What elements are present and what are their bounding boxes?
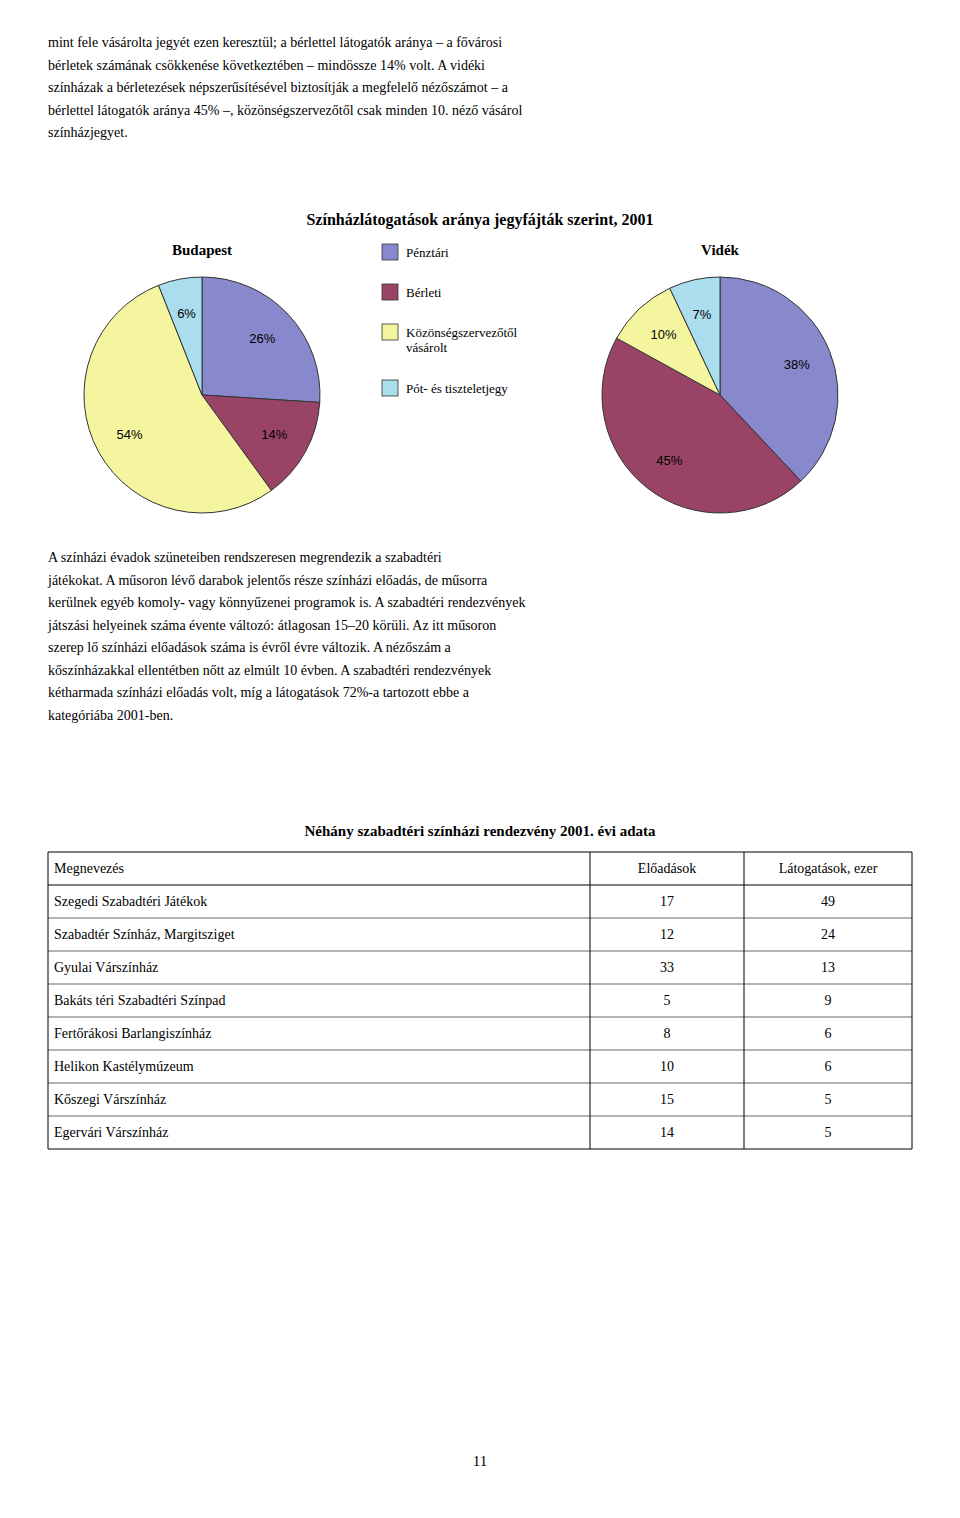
table-rule [744, 852, 745, 1149]
table-rule [48, 852, 912, 853]
pie-title: Vidék [701, 242, 739, 258]
table-cell: 5 [825, 1092, 832, 1107]
paragraph-line: játszási helyeinek száma évente változó:… [47, 618, 496, 633]
table-rule [48, 1017, 912, 1018]
data-labels: 26% 14% 54% 6% [117, 306, 288, 442]
data-label: 54% [117, 427, 143, 442]
chart-title: Színházlátogatások aránya jegyfájták sze… [306, 211, 653, 229]
pie-slice [670, 277, 720, 395]
paragraph-line: A színházi évadok szüneteiben rendszeres… [48, 550, 442, 565]
pie-chart: Vidék 38% 45% 10% 7% [602, 242, 838, 513]
table-cell: 15 [660, 1092, 674, 1107]
paragraph-line: kerülnek egyéb komoly- vagy könnyűzenei … [48, 595, 525, 610]
legend-entry-line: vásárolt [406, 340, 448, 355]
table-cell: 17 [660, 894, 674, 909]
table-rule [48, 852, 49, 1149]
data-label: 26% [249, 331, 275, 346]
data-labels: 38% 45% 10% 7% [650, 307, 810, 468]
legend-entry: Közönségszervezőtőlvásárolt [406, 325, 518, 356]
table-cell: 12 [660, 927, 674, 942]
page-number: 11 [473, 1453, 487, 1469]
legend-swatch [382, 324, 398, 340]
legend-swatch [382, 380, 398, 396]
table-cell: 6 [825, 1026, 832, 1041]
table-header: Látogatások, ezer [779, 861, 878, 876]
pie-slice [202, 277, 320, 402]
table-rule [48, 1149, 912, 1150]
background [0, 0, 960, 1518]
table-rule [48, 885, 912, 886]
pie-title: Budapest [172, 242, 232, 258]
table-rule [912, 852, 913, 1149]
data-label: 14% [261, 427, 287, 442]
table-rule [48, 1116, 912, 1117]
paragraph-line: bérlettel látogatók aránya 45% –, közöns… [48, 103, 522, 118]
table-cell: Gyulai Várszínház [54, 960, 158, 975]
paragraph-line: bérletek számának csökkenése következtéb… [48, 58, 485, 73]
table-cell: Kőszegi Várszínház [54, 1092, 166, 1107]
data-label: 38% [784, 357, 810, 372]
paragraph-line: színházjegyet. [48, 125, 128, 140]
table-cell: Szegedi Szabadtéri Játékok [54, 894, 207, 909]
table-rule [48, 951, 912, 952]
table-header: Előadások [638, 861, 696, 876]
page: mint fele vásárolta jegyét ezen keresztü… [0, 0, 960, 1518]
table-cell: 5 [825, 1125, 832, 1140]
table-cell: 8 [664, 1026, 671, 1041]
table-title: Néhány szabadtéri színházi rendezvény 20… [305, 823, 656, 839]
legend: Pénztári Bérleti Közönségszervezőtőlvásáro… [382, 244, 518, 396]
table-header: Megnevezés [54, 861, 124, 876]
table-cell: 13 [821, 960, 835, 975]
data-label: 7% [693, 307, 712, 322]
table: Megnevezés Előadások Látogatások, ezer Szeg… [48, 852, 912, 1149]
pie-slice [84, 285, 271, 513]
table-rule [590, 852, 591, 1149]
table-rule [48, 984, 912, 985]
paragraph: A színházi évadok szüneteiben rendszeres… [47, 550, 525, 723]
table-cell: 24 [821, 927, 835, 942]
table-cell: Egervári Várszínház [54, 1125, 168, 1140]
table-cell: 33 [660, 960, 674, 975]
table-rule [48, 1050, 912, 1051]
paragraph-line: játékokat. A műsoron lévő darabok jelent… [47, 573, 488, 588]
table-cell: 49 [821, 894, 835, 909]
table-cell: 14 [660, 1125, 674, 1140]
paragraph-line: kategóriába 2001-ben. [48, 708, 173, 723]
table-rule [48, 1083, 912, 1084]
legend-entry-line: Pénztári [406, 245, 449, 260]
paragraph: mint fele vásárolta jegyét ezen keresztü… [48, 35, 522, 140]
paragraph-line: színházak a bérletezések népszerűsítésév… [48, 80, 509, 95]
data-label: 6% [177, 306, 196, 321]
paragraph-line: mint fele vásárolta jegyét ezen keresztü… [48, 35, 502, 50]
table-cell: 10 [660, 1059, 674, 1074]
table-cell: 5 [664, 993, 671, 1008]
pie-chart: Budapest 26% 14% 54% 6% [84, 242, 320, 513]
legend-entry-line: Bérleti [406, 285, 442, 300]
data-label: 45% [656, 453, 682, 468]
table-rule [48, 918, 912, 919]
paragraph-line: szerep lő színházi előadások száma is év… [48, 640, 452, 655]
table-cell: Helikon Kastélymúzeum [54, 1059, 194, 1074]
legend-entry-line: Közönségszervezőtől [406, 325, 518, 340]
paragraph-line: kétharmada színházi előadás volt, míg a … [48, 685, 470, 700]
table-cell: 9 [825, 993, 832, 1008]
legend-entry: Bérleti [406, 285, 442, 300]
paragraph-line: kőszínházakkal ellentétben nőtt az elmúl… [48, 663, 491, 678]
legend-swatch [382, 284, 398, 300]
table-cell: Bakáts téri Szabadtéri Színpad [54, 993, 225, 1008]
legend-swatch [382, 244, 398, 260]
table-cell: Szabadtér Színház, Margitsziget [54, 927, 235, 942]
legend-entry-line: Pót- és tiszteletjegy [406, 381, 508, 396]
table-cell: Fertőrákosi Barlangiszínház [54, 1026, 211, 1041]
data-label: 10% [650, 327, 676, 342]
legend-entry: Pót- és tiszteletjegy [406, 381, 508, 396]
pie-slice [159, 277, 202, 395]
slices [602, 277, 838, 513]
table-cell: 6 [825, 1059, 832, 1074]
legend-entry: Pénztári [406, 245, 449, 260]
slices [84, 277, 320, 513]
